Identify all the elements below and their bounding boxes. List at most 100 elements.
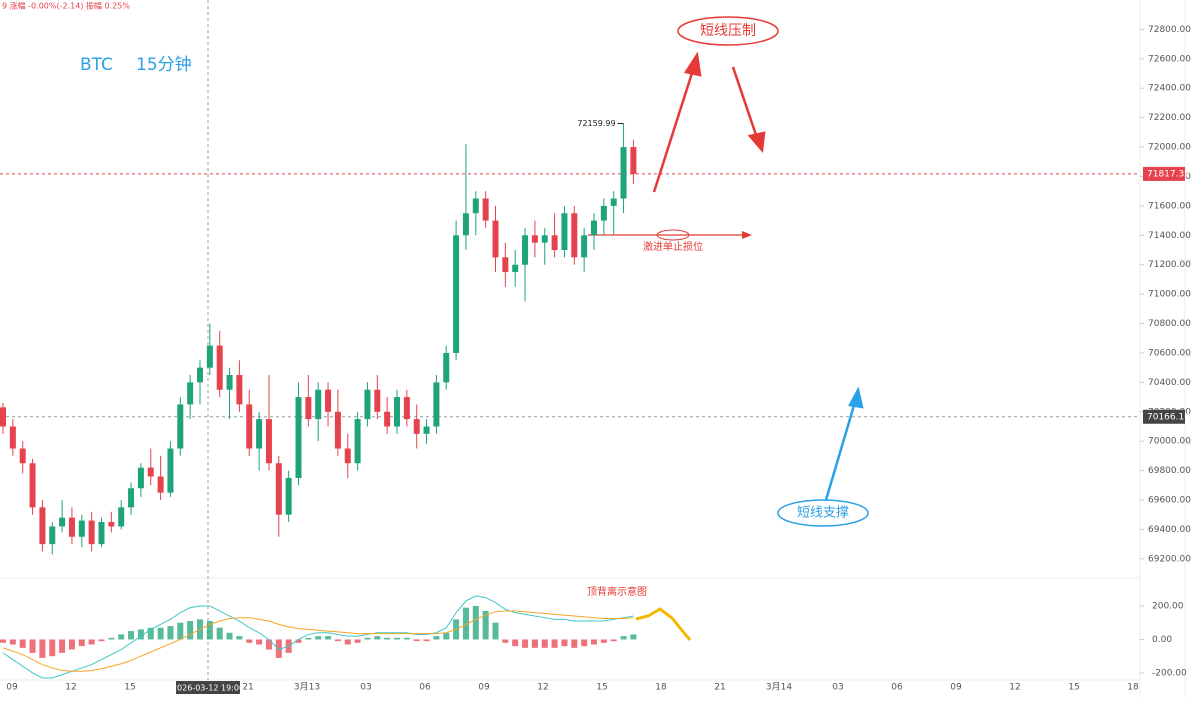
macd-bar <box>49 639 56 657</box>
x-tick-label: 15 <box>596 683 607 693</box>
macd-bar <box>39 639 46 658</box>
candle-body <box>344 448 351 464</box>
candle-body <box>600 205 607 221</box>
macd-bar <box>325 636 332 640</box>
candle-body <box>9 426 16 449</box>
x-tick-label: 3月14 <box>766 682 792 693</box>
header: 9 涨幅 -0.00%(-2.14) 振幅 0.25% <box>2 1 130 11</box>
macd-bar <box>531 639 538 648</box>
macd-bar <box>630 634 637 640</box>
candle-body <box>551 235 558 250</box>
macd-bar <box>147 627 154 640</box>
candle-body <box>413 419 420 434</box>
candle-body <box>29 463 36 508</box>
candle-body <box>236 375 243 405</box>
macd-bar <box>78 639 85 647</box>
candle-body <box>0 407 6 427</box>
y-tick-label: 71200.00 <box>1148 260 1191 270</box>
y-tick-label: 72600.00 <box>1148 54 1191 64</box>
candle-body <box>256 419 263 449</box>
support-ellipse <box>777 499 869 527</box>
candle-body <box>187 382 194 405</box>
macd-bar <box>108 637 115 640</box>
macd-bar <box>177 622 184 640</box>
candle-body <box>315 389 322 420</box>
macd-bar <box>59 639 66 653</box>
y-tick-label: 69600.00 <box>1148 496 1191 506</box>
y-tick-label: 70600.00 <box>1148 348 1191 358</box>
macd-bar <box>492 622 499 640</box>
macd-bar <box>29 639 36 653</box>
macd-bar <box>610 639 617 642</box>
macd-bar <box>472 605 479 640</box>
macd-bar <box>433 636 440 640</box>
macd-bar <box>413 639 420 642</box>
symbol: BTC <box>80 55 113 75</box>
macd-bar <box>522 639 529 648</box>
y-tick-label: 70000.00 <box>1148 437 1191 447</box>
y-tick-label: 70800.00 <box>1148 319 1191 329</box>
candle-body <box>285 477 292 515</box>
candle-body <box>325 389 332 412</box>
y-tick-label: 72400.00 <box>1148 84 1191 94</box>
macd-bar <box>118 634 125 640</box>
last-price-box <box>1143 166 1185 181</box>
candle-body <box>275 463 282 515</box>
macd-bar <box>354 639 361 643</box>
x-tick-label: 12 <box>537 683 548 693</box>
support-arrow <box>824 386 864 501</box>
candle-body <box>39 507 46 545</box>
crosshair-time-box <box>176 681 240 694</box>
y-tick-label: 71000.00 <box>1148 290 1191 300</box>
candle-body <box>177 404 184 449</box>
macd-bar <box>256 639 263 645</box>
y-tick-label: 72800.00 <box>1148 25 1191 35</box>
macd-bar <box>275 639 282 658</box>
macd-bar <box>482 610 489 640</box>
candle-body <box>531 235 538 243</box>
y-tick-label: 71600.00 <box>1148 201 1191 211</box>
candle-body <box>512 264 519 273</box>
candle-body <box>522 235 529 265</box>
macd-bar <box>571 639 578 648</box>
candle-body <box>374 389 381 412</box>
y-tick-label: 69800.00 <box>1148 466 1191 476</box>
divergence-sketch <box>635 607 692 641</box>
candle-body <box>423 426 430 434</box>
macd-bar <box>591 639 597 645</box>
candle-body <box>19 448 26 464</box>
candle-body <box>571 213 578 258</box>
x-tick-label: 15 <box>1068 683 1079 693</box>
candle-body <box>591 220 597 236</box>
macd-bar <box>68 639 75 650</box>
candle-body <box>78 520 85 537</box>
macd-bar <box>443 632 450 640</box>
candle-body <box>128 488 135 508</box>
macd-bar <box>374 636 381 640</box>
candle-body <box>384 411 391 427</box>
candle-body <box>108 522 115 527</box>
candle-body <box>197 367 203 383</box>
x-tick-label: 06 <box>419 683 431 693</box>
candle-body <box>68 517 75 537</box>
macd-bar <box>128 631 135 640</box>
x-tick-label: 18 <box>655 683 667 693</box>
macd-bar <box>98 639 105 642</box>
x-tick-label: 21 <box>242 683 253 693</box>
x-tick-label: 03 <box>360 683 371 693</box>
macd-bar <box>187 621 194 640</box>
y-tick-label: 72200.00 <box>1148 113 1191 123</box>
macd-bar <box>295 639 302 643</box>
candle-body <box>334 411 341 449</box>
x-tick-label: 21 <box>714 683 725 693</box>
macd-bar <box>88 639 95 645</box>
high-label: 72159.99 <box>577 119 615 128</box>
macd-tick-label: 200.00 <box>1152 601 1184 611</box>
candle-body <box>118 507 125 527</box>
candle-body <box>482 198 489 221</box>
macd-bar <box>394 637 400 640</box>
candle-body <box>620 147 627 199</box>
candle-body <box>167 448 174 493</box>
macd-bar <box>216 627 223 640</box>
